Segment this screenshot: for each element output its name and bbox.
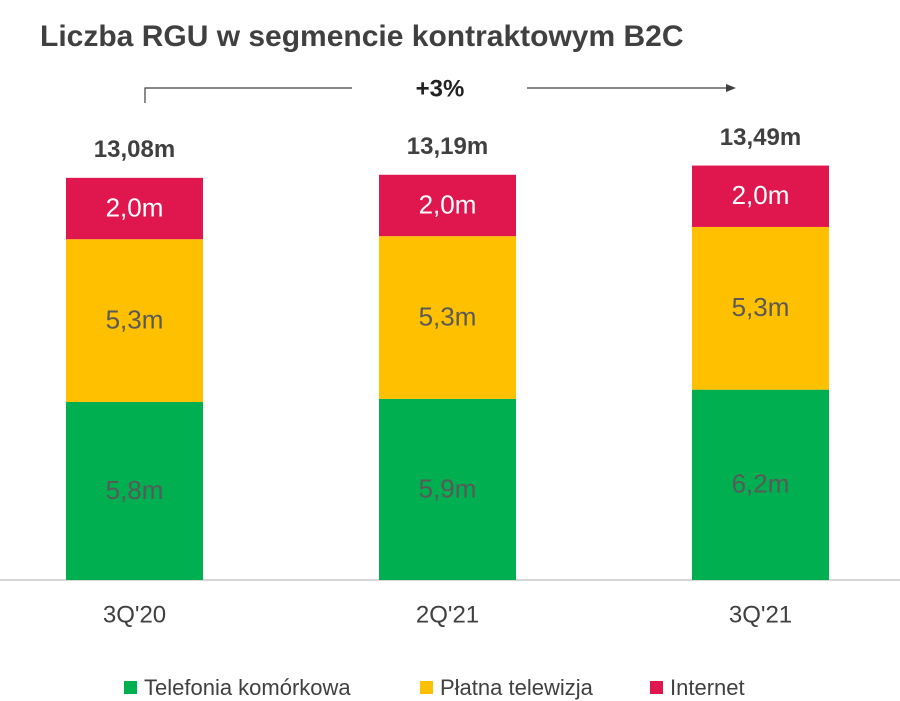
bar-segment xyxy=(379,398,516,580)
legend-label: Płatna telewizja xyxy=(440,675,594,700)
total-label: 13,49m xyxy=(720,124,801,151)
value-label: 5,3m xyxy=(106,304,164,334)
bar-segment xyxy=(692,226,829,390)
growth-bracket xyxy=(144,87,728,103)
legend-swatch xyxy=(124,681,137,694)
bar-segment xyxy=(66,177,203,240)
bar-segment xyxy=(379,236,516,399)
x-tick-label: 3Q'21 xyxy=(729,601,792,628)
growth-annotation: +3% xyxy=(416,75,465,102)
bar-segment xyxy=(692,389,829,580)
bar-segment xyxy=(66,401,203,580)
value-label: 5,9m xyxy=(419,473,477,503)
value-label: 2,0m xyxy=(419,189,477,219)
value-label: 6,2m xyxy=(732,469,790,499)
legend-swatch xyxy=(650,681,663,694)
legend-label: Telefonia komórkowa xyxy=(144,675,351,700)
value-label: 2,0m xyxy=(106,192,164,222)
value-label: 2,0m xyxy=(732,180,790,210)
value-label: 5,3m xyxy=(732,292,790,322)
arrow-head xyxy=(726,84,736,92)
bar-segment xyxy=(379,174,516,237)
x-tick-label: 2Q'21 xyxy=(416,601,479,628)
bar-segment xyxy=(692,165,829,227)
legend-label: Internet xyxy=(670,675,745,700)
total-label: 13,08m xyxy=(94,136,175,163)
chart-title: Liczba RGU w segmencie kontraktowym B2C xyxy=(40,20,684,53)
legend-swatch xyxy=(420,681,433,694)
bar-segment xyxy=(66,239,203,402)
value-label: 5,3m xyxy=(419,301,477,331)
total-label: 13,19m xyxy=(407,133,488,160)
x-tick-label: 3Q'20 xyxy=(103,601,166,628)
value-label: 5,8m xyxy=(106,475,164,505)
